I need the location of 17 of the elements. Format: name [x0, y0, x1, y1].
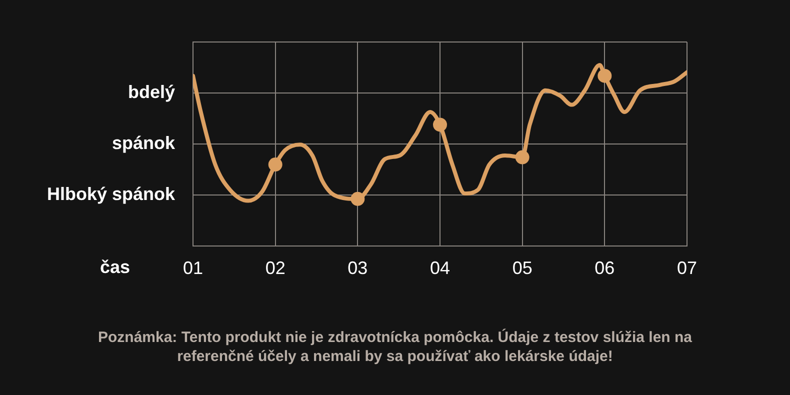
x-tick-label: 01 [182, 258, 204, 278]
point [598, 68, 612, 83]
text: spánok [112, 132, 176, 153]
text: bdelý [128, 82, 175, 102]
x-tick-label: 06 [594, 258, 615, 278]
point [433, 118, 447, 132]
x-tick-label: 07 [676, 258, 698, 278]
point [268, 158, 282, 172]
x-tick-label: 05 [512, 258, 532, 278]
point [350, 192, 365, 206]
point [515, 150, 530, 164]
x-tick-label: 02 [265, 258, 286, 278]
text: Hlboký spánok [46, 184, 176, 204]
x-tick-label: 03 [348, 258, 368, 278]
x-tick-label: 04 [430, 258, 450, 278]
text: Poznámka: Tento produkt nie je zdravotnícka pomôcka. Údaje z testov slúžia len na referenčné účely a nemali by sa používať ako lekárske údaje! [98, 328, 693, 366]
x-axis-title: čas [100, 256, 130, 277]
